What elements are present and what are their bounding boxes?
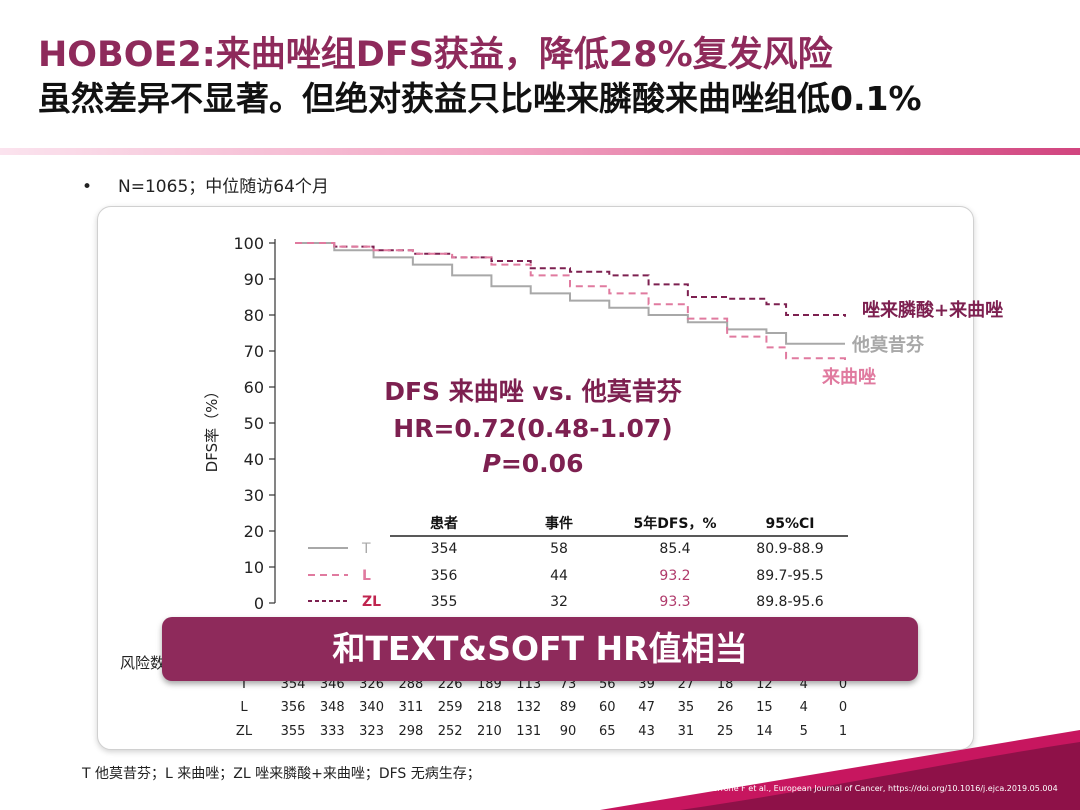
risk-cell: 131 xyxy=(516,724,541,739)
table-header: 95%CI xyxy=(766,516,815,532)
table-cell: 58 xyxy=(550,541,568,557)
y-tick-label: 0 xyxy=(254,594,264,613)
highlight-banner: 和TEXT&SOFT HR值相当 xyxy=(162,617,918,681)
risk-cell: 43 xyxy=(638,724,655,739)
risk-cell: 132 xyxy=(516,700,541,715)
y-tick-label: 10 xyxy=(244,558,264,577)
table-header: 患者 xyxy=(430,515,458,532)
risk-cell: 35 xyxy=(678,700,695,715)
footer-swoosh-dark xyxy=(680,742,1080,810)
risk-cell: 259 xyxy=(438,700,463,715)
table-header: 事件 xyxy=(545,515,573,532)
header-divider xyxy=(0,148,1080,155)
risk-cell: 356 xyxy=(281,700,306,715)
table-cell: 355 xyxy=(431,594,458,610)
risk-row-key: T xyxy=(239,677,248,692)
risk-cell: 1 xyxy=(839,724,847,739)
table-cell: 93.3 xyxy=(659,594,690,610)
risk-cell: 323 xyxy=(359,724,384,739)
p-symbol: P xyxy=(483,449,501,478)
table-cell: 32 xyxy=(550,594,568,610)
y-tick-label: 80 xyxy=(244,306,264,325)
risk-cell: 90 xyxy=(560,724,577,739)
abbreviation-footnote: T 他莫昔芬；L 来曲唑；ZL 唑来膦酸+来曲唑；DFS 无病生存； xyxy=(82,766,481,782)
hr-comparison-label: DFS 来曲唑 vs. 他莫昔芬 xyxy=(384,377,682,406)
curve-L xyxy=(295,242,846,360)
slide-title-line2: 虽然差异不显著。但绝对获益只比唑来膦酸来曲唑组低0.1% xyxy=(38,79,922,118)
risk-cell: 26 xyxy=(717,700,734,715)
slide-title-line1: HOBOE2:来曲唑组DFS获益，降低28%复发风险 xyxy=(38,35,833,75)
risk-cell: 15 xyxy=(756,700,773,715)
table-header: 5年DFS，% xyxy=(633,515,716,532)
curve-ZL xyxy=(295,242,846,317)
y-tick-label: 70 xyxy=(244,342,264,361)
risk-cell: 89 xyxy=(560,700,577,715)
risk-cell: 65 xyxy=(599,724,616,739)
risk-cell: 210 xyxy=(477,724,502,739)
risk-cell: 14 xyxy=(756,724,773,739)
risk-table-label: 风险数 xyxy=(120,654,165,672)
y-tick-label: 50 xyxy=(244,414,264,433)
table-cell: 80.9-88.9 xyxy=(756,541,823,557)
hr-value: HR=0.72(0.48-1.07) xyxy=(393,414,672,443)
legend-key-T: T xyxy=(361,541,371,557)
table-cell: 89.8-95.6 xyxy=(756,594,823,610)
p-value: P=0.06 xyxy=(483,449,584,478)
series-label-ZL: 唑来膦酸+来曲唑 xyxy=(862,299,1003,321)
risk-cell: 218 xyxy=(477,700,502,715)
p-number: =0.06 xyxy=(501,449,584,478)
curve-T xyxy=(295,242,845,345)
risk-cell: 0 xyxy=(839,677,847,692)
series-label-T: 他莫昔芬 xyxy=(851,334,925,356)
risk-cell: 333 xyxy=(320,724,345,739)
y-axis-label: DFS率（%） xyxy=(203,384,221,473)
y-tick-label: 60 xyxy=(244,378,264,397)
table-cell: 93.2 xyxy=(659,568,690,584)
risk-row-key: ZL xyxy=(236,724,253,739)
bullet-dot: • xyxy=(82,177,93,197)
risk-cell: 25 xyxy=(717,724,734,739)
risk-cell: 252 xyxy=(438,724,463,739)
bullet-text: N=1065；中位随访64个月 xyxy=(118,177,329,197)
risk-cell: 355 xyxy=(281,724,306,739)
y-tick-label: 30 xyxy=(244,486,264,505)
table-cell: 85.4 xyxy=(659,541,690,557)
risk-cell: 298 xyxy=(398,724,423,739)
legend-key-ZL: ZL xyxy=(362,594,381,610)
bullet-study-info: • N=1065；中位随访64个月 xyxy=(82,172,329,197)
risk-cell: 348 xyxy=(320,700,345,715)
risk-cell: 47 xyxy=(638,700,655,715)
risk-cell: 311 xyxy=(398,700,423,715)
risk-cell: 340 xyxy=(359,700,384,715)
table-cell: 44 xyxy=(550,568,568,584)
risk-cell: 0 xyxy=(839,700,847,715)
citation: Perrone F et al., European Journal of Ca… xyxy=(708,784,1058,793)
risk-cell: 4 xyxy=(800,677,808,692)
y-tick-label: 100 xyxy=(233,234,264,253)
y-tick-label: 40 xyxy=(244,450,264,469)
y-tick-label: 90 xyxy=(244,270,264,289)
table-cell: 89.7-95.5 xyxy=(756,568,823,584)
risk-cell: 4 xyxy=(800,700,808,715)
risk-cell: 5 xyxy=(800,724,808,739)
risk-cell: 31 xyxy=(678,724,695,739)
risk-row-key: L xyxy=(240,700,248,715)
risk-cell: 60 xyxy=(599,700,616,715)
series-label-L: 来曲唑 xyxy=(821,366,876,388)
y-tick-label: 20 xyxy=(244,522,264,541)
table-cell: 356 xyxy=(431,568,458,584)
table-cell: 354 xyxy=(431,541,458,557)
legend-key-L: L xyxy=(362,568,371,584)
